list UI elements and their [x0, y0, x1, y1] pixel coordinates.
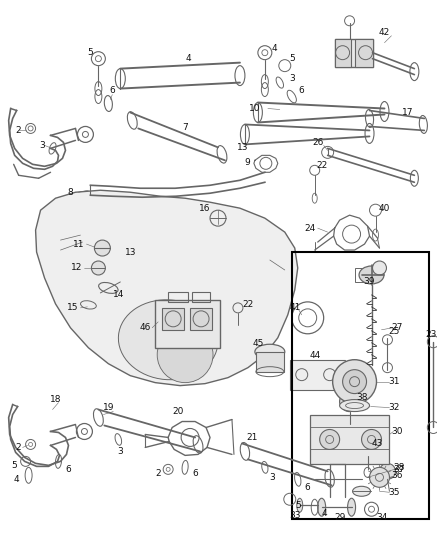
Text: 5: 5 [88, 48, 93, 57]
Text: 31: 31 [389, 377, 400, 386]
Text: 36: 36 [392, 471, 403, 480]
Circle shape [372, 261, 386, 275]
Bar [355, 39, 372, 67]
Text: 8: 8 [67, 188, 73, 197]
Circle shape [320, 430, 339, 449]
Text: 6: 6 [192, 469, 198, 478]
Text: 3: 3 [289, 74, 295, 83]
Bar [335, 39, 372, 67]
Text: 2: 2 [16, 443, 21, 452]
Circle shape [332, 360, 377, 403]
Text: 35: 35 [389, 488, 400, 497]
Text: 21: 21 [246, 433, 258, 442]
Bar [355, 268, 372, 282]
Text: 3: 3 [269, 473, 275, 482]
Text: 12: 12 [71, 263, 82, 272]
Ellipse shape [297, 498, 303, 512]
Text: 4: 4 [322, 508, 328, 518]
Bar [192, 292, 210, 302]
Text: 4: 4 [272, 44, 278, 53]
Text: 20: 20 [173, 407, 184, 416]
Bar [292, 252, 429, 519]
Text: 34: 34 [376, 513, 387, 522]
Text: 2: 2 [16, 126, 21, 135]
Text: 33: 33 [289, 511, 300, 520]
Text: 37: 37 [394, 465, 405, 474]
Text: 39: 39 [364, 278, 375, 286]
Text: 44: 44 [309, 351, 320, 360]
Text: 3: 3 [40, 141, 46, 150]
Text: 43: 43 [372, 439, 383, 448]
Text: 7: 7 [182, 123, 188, 132]
Text: 4: 4 [185, 54, 191, 63]
Text: 40: 40 [379, 204, 390, 213]
Text: 6: 6 [299, 86, 304, 95]
Ellipse shape [359, 266, 384, 284]
Circle shape [157, 327, 213, 383]
Bar [290, 360, 345, 390]
Circle shape [92, 261, 106, 275]
Text: 16: 16 [199, 204, 211, 213]
Ellipse shape [348, 498, 356, 516]
Text: 5: 5 [12, 461, 18, 470]
Ellipse shape [118, 300, 218, 379]
Ellipse shape [339, 400, 370, 411]
Text: 6: 6 [305, 483, 311, 492]
Circle shape [359, 439, 377, 456]
Text: 30: 30 [392, 427, 403, 436]
Bar [155, 300, 220, 348]
Circle shape [339, 392, 360, 411]
Text: 27: 27 [392, 324, 403, 332]
Text: 6: 6 [110, 86, 115, 95]
Text: 32: 32 [389, 403, 400, 412]
Bar [190, 308, 212, 330]
Bar [256, 352, 284, 372]
Text: 28: 28 [394, 463, 405, 472]
Bar [162, 308, 184, 330]
Polygon shape [35, 190, 298, 385]
Text: 2: 2 [155, 469, 161, 478]
Circle shape [95, 240, 110, 256]
Text: 17: 17 [402, 108, 413, 117]
Bar [310, 415, 389, 464]
Ellipse shape [255, 344, 285, 359]
Text: 10: 10 [249, 104, 261, 113]
Ellipse shape [318, 498, 326, 516]
Text: 24: 24 [304, 224, 315, 232]
Text: 18: 18 [50, 395, 61, 404]
Text: 29: 29 [334, 513, 345, 522]
Text: 3: 3 [117, 447, 123, 456]
Text: 13: 13 [124, 247, 136, 256]
Text: 38: 38 [356, 393, 367, 402]
Text: 25: 25 [389, 327, 400, 336]
Text: 6: 6 [66, 465, 71, 474]
Text: 41: 41 [289, 303, 300, 312]
Text: 5: 5 [289, 54, 295, 63]
Text: 46: 46 [140, 324, 151, 332]
Text: 22: 22 [316, 161, 327, 170]
Text: 42: 42 [379, 28, 390, 37]
Text: 23: 23 [426, 330, 437, 340]
Circle shape [379, 463, 396, 479]
Ellipse shape [353, 486, 371, 496]
Text: 11: 11 [73, 239, 84, 248]
Text: 19: 19 [102, 403, 114, 412]
Circle shape [343, 370, 367, 393]
Text: 14: 14 [113, 290, 124, 300]
Circle shape [361, 430, 381, 449]
Text: 15: 15 [67, 303, 78, 312]
Bar [168, 292, 188, 302]
Text: 13: 13 [237, 143, 249, 152]
Text: 26: 26 [312, 138, 323, 147]
Text: 22: 22 [242, 301, 254, 309]
Circle shape [370, 467, 389, 487]
Text: 4: 4 [14, 475, 19, 484]
Bar [335, 39, 350, 67]
Text: 5: 5 [295, 500, 300, 510]
Text: 45: 45 [252, 339, 264, 348]
Text: 9: 9 [244, 158, 250, 167]
